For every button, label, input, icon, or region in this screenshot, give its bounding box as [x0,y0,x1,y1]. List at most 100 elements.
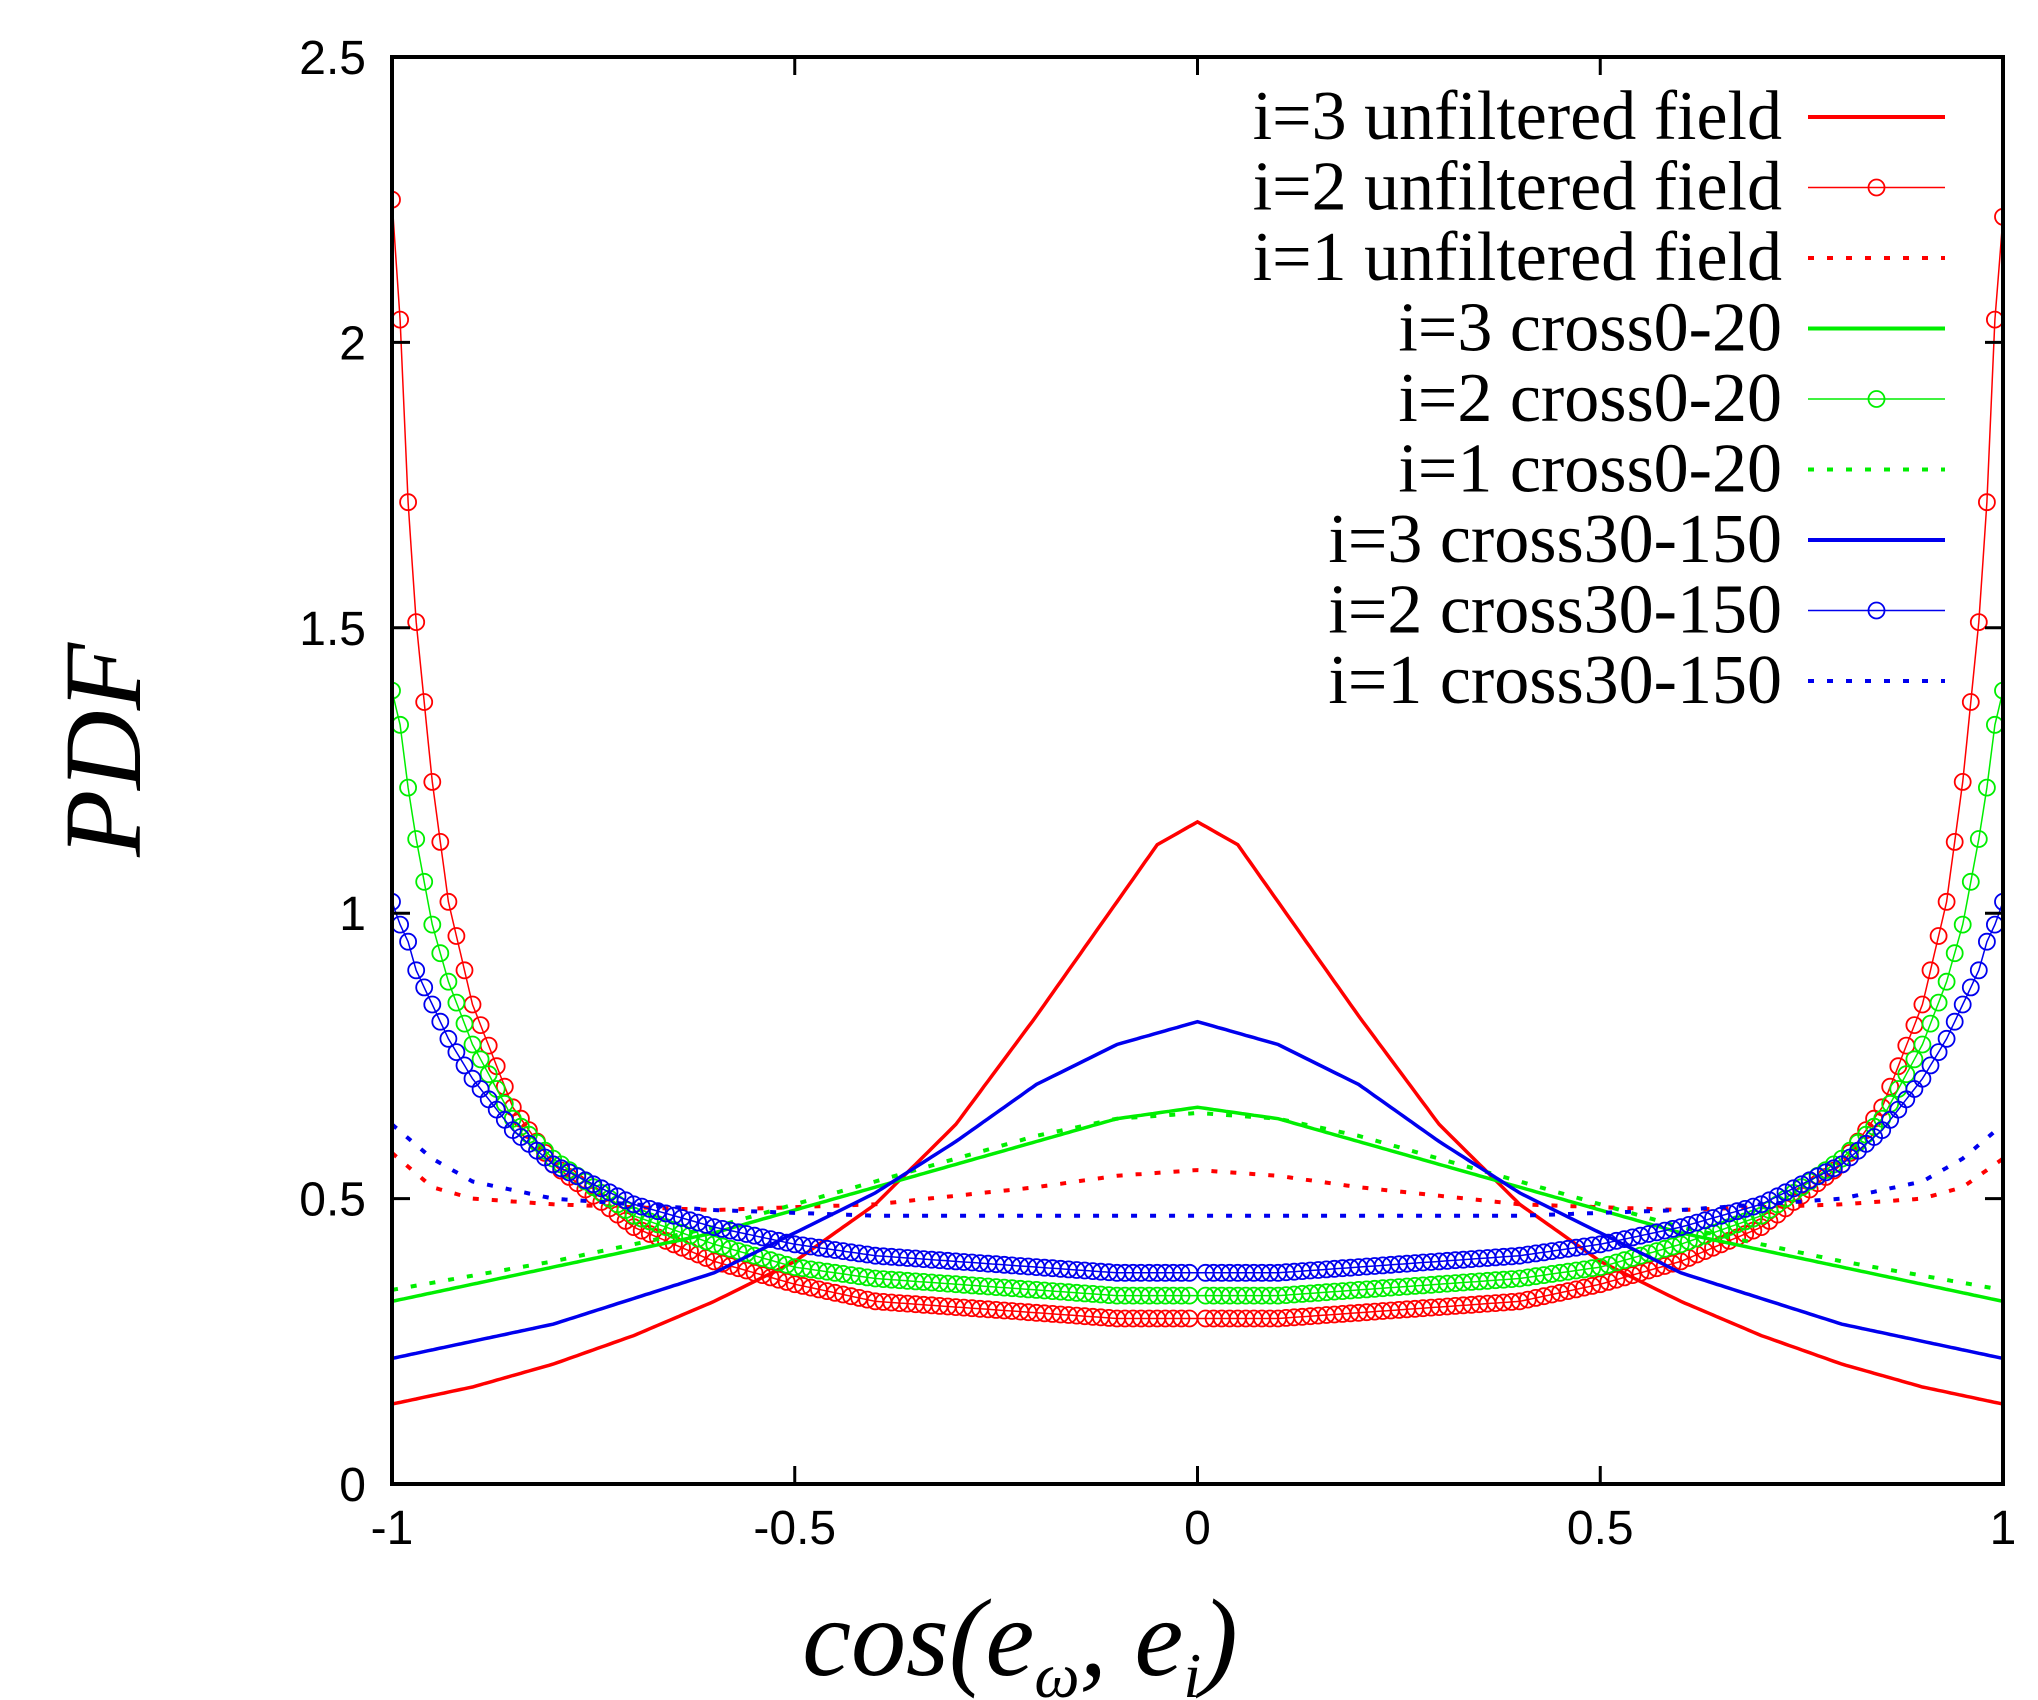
series-point [1599,1255,1618,1274]
legend-label: i=1 cross0-20 [1398,431,1782,508]
series-point [705,1235,724,1254]
series-point [665,1206,683,1225]
series-point [1671,1235,1690,1254]
x-tick-label: -1 [371,1502,414,1555]
series-point [1978,932,1996,951]
series-point [423,915,442,934]
series-point [1172,1263,1191,1282]
y-tick-label: 0.5 [299,1174,366,1227]
series-point [592,1179,611,1198]
series-point [1929,1043,1948,1061]
series-point [1784,1179,1803,1198]
legend-marker [1867,601,1886,620]
x-axis-title-sub2: i [1183,1640,1201,1700]
series-point [576,1171,595,1190]
series-point [657,1204,675,1223]
y-tick-label: 2.5 [299,32,366,85]
series-point [1172,1286,1191,1305]
series-point [1591,1258,1610,1276]
series-point [1921,961,1940,980]
series-point [1816,1163,1835,1182]
series-point [392,892,401,911]
series-point [1824,1159,1843,1178]
legend-label: i=3 cross30-150 [1328,501,1782,578]
series-point [1929,993,1948,1012]
series-point [455,1056,474,1075]
series-i-3-cross30-150 [392,1019,2003,1361]
legend-marker [1867,178,1886,197]
series-point [1937,972,1956,991]
series-point [600,1183,619,1202]
series-point [479,1065,498,1084]
legend-label: i=2 cross30-150 [1328,572,1782,649]
series-point [673,1209,691,1227]
series-point [1655,1239,1674,1258]
series-point [1953,773,1972,791]
series-point [1655,1257,1674,1275]
x-axis-title-end: ) [1195,1577,1238,1699]
series-point [447,927,466,945]
series-point [1897,1065,1916,1084]
x-tick-label: -0.5 [753,1502,836,1555]
legend-item: i=3 unfiltered field [1253,78,1945,155]
legend-label: i=3 unfiltered field [1253,78,1782,155]
y-tick-label: 1 [339,888,366,941]
series-i-1-unfiltered-field [392,1151,2003,1213]
legend-label: i=1 unfiltered field [1253,219,1782,296]
series-point [423,995,442,1014]
series-point [439,972,458,991]
y-tick-label: 1.5 [299,603,366,656]
legend-item: i=2 unfiltered field [1253,149,1945,226]
series-point [1720,1204,1738,1223]
series-point [777,1273,796,1291]
series-point [1961,978,1980,997]
series-point [1969,961,1988,980]
legend-item: i=3 cross30-150 [1328,501,1945,578]
series-point [1712,1221,1730,1239]
series-point [1736,1200,1755,1218]
series-point [1792,1175,1811,1194]
y-tick-label: 0 [339,1459,366,1512]
series-point [1913,1069,1932,1088]
series-point [1760,1191,1779,1210]
series-point [769,1231,788,1250]
series-point [392,190,401,209]
series-point [721,1257,740,1275]
series-point [1961,872,1980,891]
series-point [552,1159,571,1178]
series-point [1953,995,1972,1014]
series-i-2-cross30-150 [392,892,2003,1282]
series-point [1961,693,1980,711]
series-i-2-unfiltered-field [392,190,2003,1328]
series-point [1671,1252,1690,1271]
x-tick-label: 0.5 [1567,1502,1634,1555]
series-line [392,1151,2003,1213]
series-line [392,1105,2003,1304]
series-point [455,1014,474,1033]
series-point [1945,1012,1964,1031]
series-point [471,1050,490,1069]
series-point [1921,1014,1940,1033]
series-point [584,1175,603,1194]
series-point [1607,1253,1626,1272]
series-point [1945,833,1964,851]
series-point [1937,892,1956,911]
series-point [1744,1197,1763,1216]
series-point [769,1270,788,1289]
series-point [1969,613,1988,631]
series-point [1728,1202,1747,1221]
series-point [616,1191,635,1210]
series-point [608,1187,627,1206]
series-point [648,1202,667,1221]
series-i-2-cross0-20 [392,681,2003,1305]
series-point [431,944,450,963]
legend-item: i=1 unfiltered field [1253,219,1945,296]
series-point [423,773,442,791]
series-point [1172,1309,1191,1328]
series-point [1752,1195,1771,1214]
series-point [447,993,466,1012]
series-point [1994,681,2003,700]
series-point [1671,1218,1690,1236]
legend-item: i=1 cross30-150 [1328,642,1945,719]
series-point [769,1253,788,1272]
